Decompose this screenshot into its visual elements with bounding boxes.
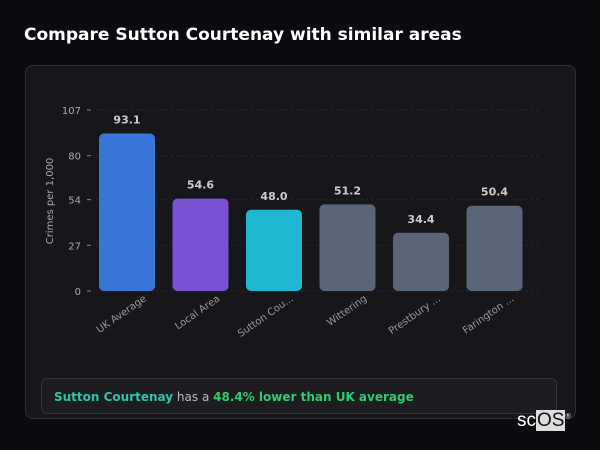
- x-tick-label: Wittering: [325, 293, 369, 328]
- data-label: 93.1: [113, 114, 140, 127]
- summary-text: has a: [173, 390, 214, 404]
- summary-stat: 48.4% lower than UK average: [213, 390, 414, 404]
- summary-box: Sutton Courtenay has a 48.4% lower than …: [41, 378, 557, 414]
- x-tick-label: Farington ...: [461, 293, 516, 336]
- data-label: 51.2: [334, 184, 361, 197]
- page-title: Compare Sutton Courtenay with similar ar…: [24, 25, 462, 45]
- scos-logo: scOS®: [517, 410, 571, 431]
- y-tick-label: 27: [68, 241, 81, 252]
- data-label: 50.4: [481, 186, 508, 199]
- y-tick-label: 0: [75, 287, 81, 298]
- y-tick-label: 54: [68, 196, 81, 207]
- x-tick-label: Sutton Cou...: [236, 293, 296, 339]
- x-tick-label: UK Average: [95, 293, 149, 335]
- data-label: 48.0: [260, 190, 287, 203]
- bar[interactable]: [466, 205, 523, 291]
- x-tick-label: Local Area: [173, 293, 222, 332]
- area-name: Sutton Courtenay: [54, 390, 174, 404]
- data-label: 54.6: [187, 179, 214, 192]
- bar[interactable]: [319, 204, 376, 291]
- bar[interactable]: [172, 198, 229, 291]
- y-tick-label: 107: [62, 106, 81, 117]
- y-axis-label: Crimes per 1,000: [45, 158, 56, 245]
- y-tick-label: 80: [68, 152, 81, 163]
- bar[interactable]: [393, 232, 449, 291]
- bar[interactable]: [246, 209, 302, 291]
- bar[interactable]: [99, 133, 155, 291]
- x-tick-label: Prestbury ...: [387, 293, 443, 337]
- data-label: 34.4: [407, 213, 434, 226]
